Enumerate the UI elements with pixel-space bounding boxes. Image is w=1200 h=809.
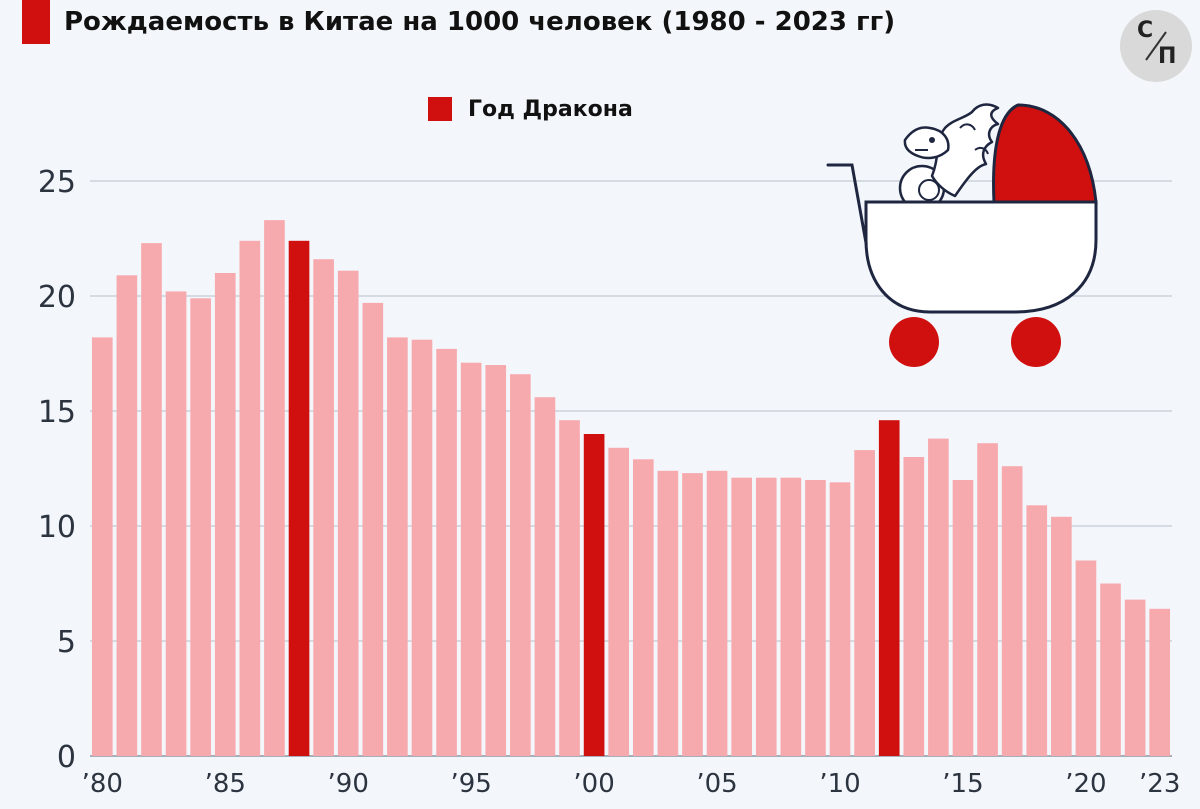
bar bbox=[854, 450, 875, 756]
bar bbox=[534, 397, 556, 756]
x-tick-label: ’00 bbox=[573, 769, 614, 799]
bar bbox=[706, 470, 728, 756]
bar bbox=[657, 470, 679, 756]
bar bbox=[337, 270, 359, 756]
bar bbox=[632, 459, 654, 756]
bar bbox=[829, 482, 851, 756]
bar bbox=[977, 443, 998, 756]
x-tick-label: ’90 bbox=[328, 769, 369, 799]
bar-dragon-year bbox=[878, 420, 900, 756]
x-tick-label: ’10 bbox=[819, 769, 860, 799]
bar bbox=[731, 477, 752, 756]
x-axis: ’80 ’85 ’90 ’95 ’00 ’05 ’10 ’15 ’20 ’23 bbox=[82, 769, 1181, 799]
title-block: Рождаемость в Китае на 1000 человек (198… bbox=[22, 0, 895, 44]
y-tick-label: 0 bbox=[57, 740, 76, 775]
chart-bars bbox=[91, 220, 1171, 757]
x-tick-label: ’20 bbox=[1065, 769, 1106, 799]
logo-slash-icon bbox=[1145, 31, 1167, 61]
bar bbox=[239, 240, 261, 757]
x-tick-label: ’85 bbox=[205, 769, 246, 799]
bar bbox=[1026, 505, 1048, 756]
bar-dragon-year bbox=[583, 434, 605, 756]
bar bbox=[1100, 583, 1121, 756]
bar bbox=[952, 480, 974, 756]
title-accent-bar bbox=[22, 0, 50, 44]
logo-letter-top: С bbox=[1137, 18, 1154, 43]
bar bbox=[755, 477, 777, 756]
bar-dragon-year bbox=[288, 240, 310, 757]
y-tick-label: 20 bbox=[38, 280, 76, 315]
dragon-in-baby-carriage-icon bbox=[826, 103, 1098, 367]
bar bbox=[805, 480, 826, 756]
bar bbox=[362, 302, 384, 756]
chart-legend: Год Дракона bbox=[428, 96, 633, 122]
bar bbox=[313, 259, 334, 756]
bar bbox=[460, 362, 482, 756]
x-tick-label: ’80 bbox=[82, 769, 123, 799]
chart-title: Рождаемость в Китае на 1000 человек (198… bbox=[64, 7, 896, 37]
bar bbox=[1075, 560, 1097, 756]
y-tick-label: 25 bbox=[38, 165, 76, 200]
legend-label: Год Дракона bbox=[468, 96, 633, 122]
bar bbox=[903, 457, 925, 756]
bar bbox=[485, 365, 507, 756]
bar bbox=[190, 298, 211, 756]
bar bbox=[608, 447, 630, 756]
y-tick-label: 5 bbox=[57, 625, 76, 660]
bar bbox=[411, 339, 433, 756]
bar bbox=[387, 337, 408, 756]
bar bbox=[91, 337, 113, 756]
y-tick-label: 15 bbox=[38, 395, 76, 430]
bar bbox=[436, 348, 457, 756]
bar bbox=[264, 220, 285, 757]
bar bbox=[214, 273, 236, 756]
y-tick-label: 10 bbox=[38, 510, 76, 545]
x-tick-label: ’23 bbox=[1139, 769, 1180, 799]
bar bbox=[928, 438, 949, 756]
bar bbox=[1001, 466, 1023, 756]
legend-swatch bbox=[428, 97, 452, 121]
bar bbox=[682, 473, 703, 756]
bar bbox=[510, 374, 531, 756]
bar bbox=[1124, 599, 1146, 756]
bar bbox=[1051, 516, 1072, 756]
x-tick-label: ’15 bbox=[942, 769, 983, 799]
x-tick-label: ’05 bbox=[696, 769, 737, 799]
x-tick-label: ’95 bbox=[450, 769, 491, 799]
bar bbox=[780, 477, 802, 756]
bar bbox=[1149, 608, 1171, 756]
logo-letter-bottom: П bbox=[1158, 44, 1177, 69]
publisher-logo: С П bbox=[1120, 10, 1192, 82]
y-axis: 0 5 10 15 20 25 bbox=[38, 165, 76, 775]
bar bbox=[141, 243, 162, 757]
bar bbox=[165, 291, 187, 756]
bar bbox=[559, 420, 580, 756]
bar bbox=[116, 275, 138, 756]
